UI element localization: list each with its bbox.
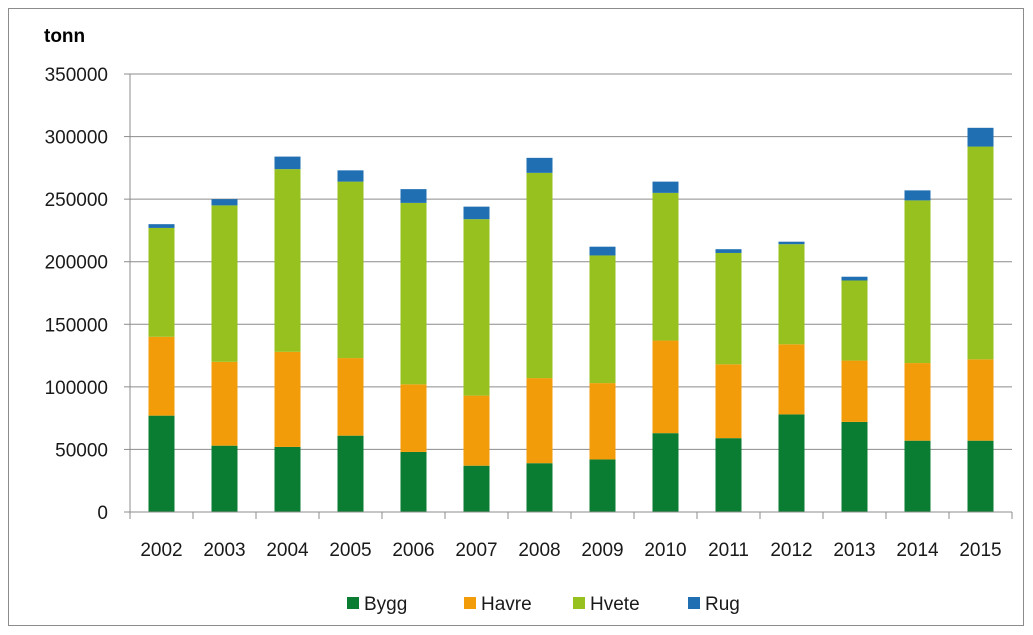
bars <box>148 127 994 512</box>
x-tick-label: 2013 <box>833 540 875 561</box>
y-axis-unit-label: tonn <box>44 26 85 47</box>
bar-segment-rug <box>148 224 175 228</box>
x-tick-labels: 2002 2003 2004 2005 2006 2007 2008 2009 2010 2011… <box>140 540 1001 561</box>
bar-segment-havre <box>715 364 742 439</box>
gridlines <box>124 73 1012 513</box>
y-tick-label: 150000 <box>45 315 108 336</box>
x-tick-label: 2006 <box>392 540 434 561</box>
bar-segment-hvete <box>841 280 868 361</box>
bar-segment-bygg <box>715 438 742 512</box>
bar-segment-havre <box>652 340 679 434</box>
legend-swatch-rug <box>688 597 700 609</box>
y-tick-label: 300000 <box>45 128 108 149</box>
bar-segment-hvete <box>967 146 994 360</box>
legend-label-havre: Havre <box>481 594 532 615</box>
bar-segment-rug <box>589 246 616 256</box>
bar-segment-rug <box>526 157 553 173</box>
bar-segment-bygg <box>148 415 175 512</box>
x-tick-label: 2004 <box>266 540 309 561</box>
legend-label-hvete: Hvete <box>590 594 640 615</box>
bar-segment-rug <box>337 170 364 182</box>
bar-segment-rug <box>463 206 490 220</box>
bar-segment-havre <box>211 361 238 446</box>
bar-segment-hvete <box>274 169 301 352</box>
bar-segment-havre <box>841 360 868 422</box>
x-tick-label: 2009 <box>581 540 623 561</box>
x-tick-label: 2010 <box>644 540 686 561</box>
x-tick-label: 2003 <box>203 540 245 561</box>
bar-segment-rug <box>715 249 742 253</box>
bar-segment-bygg <box>652 433 679 512</box>
bar-segment-bygg <box>211 445 238 512</box>
x-tick-label: 2012 <box>770 540 812 561</box>
y-tick-label: 200000 <box>45 253 108 274</box>
bar-segment-havre <box>274 351 301 447</box>
bar-segment-bygg <box>526 463 553 512</box>
bar-segment-rug <box>778 241 805 245</box>
bar-segment-bygg <box>778 414 805 512</box>
bar-segment-rug <box>904 190 931 201</box>
y-tick-label: 100000 <box>45 378 108 399</box>
x-tick-label: 2005 <box>329 540 371 561</box>
bar-segment-rug <box>652 181 679 193</box>
x-tick-label: 2007 <box>455 540 497 561</box>
bar-segment-bygg <box>463 465 490 512</box>
bar-segment-rug <box>400 189 427 203</box>
bar-segment-rug <box>211 199 238 206</box>
bar-segment-bygg <box>967 440 994 512</box>
bar-segment-bygg <box>904 440 931 512</box>
legend-swatch-havre <box>464 597 476 609</box>
bar-segment-rug <box>967 127 994 147</box>
bar-segment-bygg <box>337 435 364 512</box>
bar-segment-hvete <box>148 227 175 337</box>
bar-segment-hvete <box>778 244 805 345</box>
bar-segment-havre <box>148 336 175 416</box>
bar-segment-hvete <box>589 255 616 384</box>
legend-label-bygg: Bygg <box>364 594 407 615</box>
legend-swatch-hvete <box>573 597 585 609</box>
bar-segment-havre <box>526 378 553 464</box>
bar-segment-rug <box>841 276 868 281</box>
bar-segment-bygg <box>400 451 427 512</box>
bar-segment-hvete <box>652 192 679 341</box>
bar-segment-havre <box>904 363 931 441</box>
bar-segment-hvete <box>211 205 238 362</box>
bar-segment-havre <box>400 384 427 452</box>
y-tick-label: 0 <box>97 503 108 524</box>
bar-segment-bygg <box>274 446 301 512</box>
bar-segment-bygg <box>589 459 616 512</box>
bar-segment-hvete <box>337 181 364 359</box>
y-tick-label: 350000 <box>45 65 108 86</box>
legend-swatch-bygg <box>347 597 359 609</box>
x-tick-label: 2002 <box>140 540 182 561</box>
bar-segment-havre <box>589 383 616 460</box>
bar-segment-hvete <box>400 202 427 385</box>
bar-segment-hvete <box>904 200 931 364</box>
bar-segment-bygg <box>841 421 868 512</box>
legend: Bygg Havre Hvete Rug <box>347 594 740 615</box>
y-tick-labels: 0 50000 100000 150000 200000 250000 300000 3500… <box>45 65 108 524</box>
bar-segment-rug <box>274 156 301 170</box>
x-tick-label: 2015 <box>959 540 1001 561</box>
legend-label-rug: Rug <box>705 594 740 615</box>
bar-segment-havre <box>778 344 805 415</box>
y-tick-label: 250000 <box>45 190 108 211</box>
x-tick-label: 2014 <box>896 540 939 561</box>
axes <box>129 74 1013 519</box>
bar-segment-havre <box>337 358 364 436</box>
bar-segment-havre <box>967 359 994 441</box>
y-tick-label: 50000 <box>55 440 108 461</box>
x-tick-label: 2011 <box>708 540 749 561</box>
bar-segment-havre <box>463 395 490 466</box>
bar-segment-hvete <box>715 252 742 365</box>
bar-segment-hvete <box>463 219 490 396</box>
bar-segment-hvete <box>526 172 553 379</box>
x-tick-label: 2008 <box>518 540 560 561</box>
